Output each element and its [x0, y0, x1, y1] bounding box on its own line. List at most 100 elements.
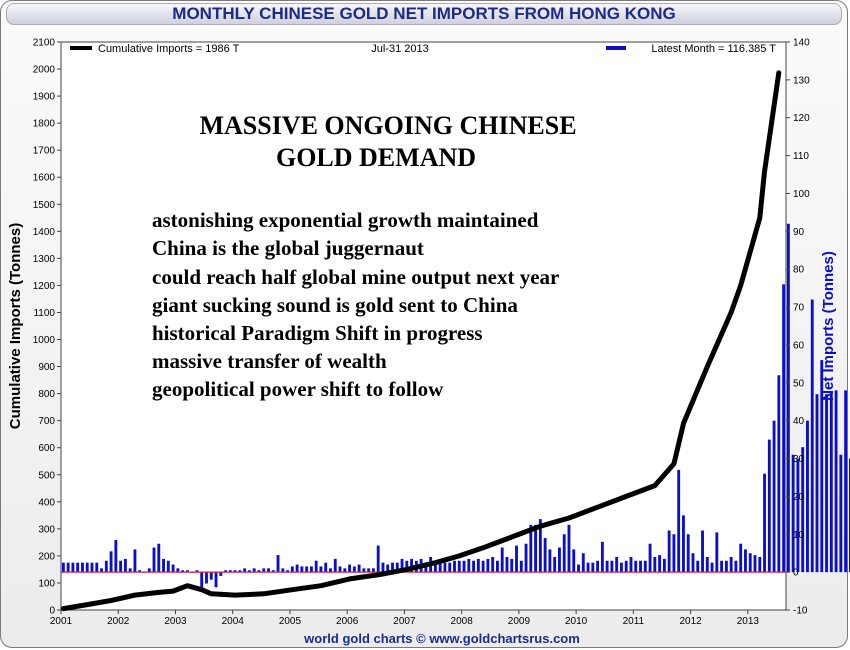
bar — [457, 560, 461, 573]
bar — [238, 570, 242, 573]
bar — [786, 223, 790, 573]
x-tick-label: 2002 — [107, 616, 130, 627]
bar — [252, 568, 256, 573]
note-4: giant sucking sound is gold sent to Chin… — [152, 293, 518, 317]
bar — [658, 555, 662, 573]
bar — [157, 543, 161, 573]
right-axis: -10 0 10 20 30 40 50 60 70 80 90 100 110 120 130 140 — [786, 38, 810, 617]
bar — [734, 560, 738, 573]
chart-title: MONTHLY CHINESE GOLD NET IMPORTS FROM HO… — [6, 3, 842, 25]
bar — [329, 568, 332, 573]
right-tick-label: 80 — [793, 265, 805, 276]
bar — [195, 570, 199, 573]
bar — [815, 394, 819, 573]
left-tick-label: 200 — [38, 551, 55, 562]
bar — [553, 556, 557, 573]
bar — [271, 570, 275, 573]
x-tick-label: 2008 — [451, 616, 474, 627]
bar — [352, 566, 356, 573]
right-tick-label: 140 — [793, 38, 810, 49]
left-tick-label: 2000 — [33, 65, 56, 76]
bar — [357, 564, 361, 573]
bar — [467, 558, 471, 573]
bar — [367, 568, 371, 573]
bar — [147, 568, 151, 573]
bar — [462, 560, 466, 573]
bar — [605, 560, 609, 573]
bar — [562, 534, 566, 573]
bar — [777, 375, 781, 573]
bar — [639, 560, 642, 573]
bar — [128, 568, 132, 573]
legend-date: Jul-31 2013 — [371, 43, 429, 55]
bar — [381, 562, 385, 573]
bar — [572, 549, 576, 573]
bar — [90, 562, 94, 573]
right-tick-label: -10 — [793, 606, 808, 617]
bar — [510, 558, 514, 573]
note-6: massive transfer of wealth — [152, 349, 387, 373]
right-tick-label: 10 — [793, 530, 805, 541]
bar — [686, 534, 690, 573]
left-tick-label: 700 — [38, 416, 55, 427]
bar — [114, 539, 118, 573]
bar — [200, 572, 204, 590]
bar — [100, 568, 103, 573]
bar — [534, 524, 538, 573]
bar — [166, 560, 170, 573]
bar — [410, 558, 413, 573]
bar — [691, 553, 695, 573]
legend-bar-swatch — [606, 46, 626, 50]
bar — [476, 558, 480, 573]
left-axis-title: Cumulative Imports (Tonnes) — [7, 223, 24, 429]
bar — [176, 568, 180, 573]
bar — [343, 568, 347, 573]
bar — [104, 560, 108, 573]
bar — [448, 562, 452, 573]
bar — [820, 360, 824, 573]
bar — [281, 568, 285, 573]
bar — [724, 560, 728, 573]
bar — [515, 545, 518, 573]
bar — [529, 524, 533, 573]
left-tick-label: 600 — [38, 443, 55, 454]
bar — [181, 570, 185, 573]
bar — [782, 284, 786, 573]
note-2: China is the global juggernaut — [152, 236, 424, 260]
bar — [333, 558, 337, 573]
bar — [538, 519, 542, 573]
bar — [634, 560, 638, 573]
bar — [648, 543, 652, 573]
bar — [844, 390, 848, 573]
bar — [496, 560, 499, 573]
bar — [577, 564, 580, 573]
left-tick-label: 1900 — [33, 92, 56, 103]
x-tick-label: 2013 — [737, 616, 760, 627]
bar — [758, 556, 762, 573]
bar — [123, 558, 127, 573]
x-tick-label: 2011 — [623, 616, 645, 627]
right-tick-label: 110 — [793, 151, 809, 162]
note-7: geopolitical power shift to follow — [152, 377, 444, 401]
x-tick-label: 2006 — [336, 616, 359, 627]
left-tick-label: 400 — [38, 497, 55, 508]
legend-left: Cumulative Imports = 1986 T — [98, 43, 240, 55]
bar — [276, 555, 280, 573]
left-tick-label: 100 — [38, 578, 55, 589]
bar — [133, 549, 137, 573]
bar — [653, 556, 657, 573]
bar — [185, 570, 189, 573]
bar — [701, 530, 704, 573]
left-tick-label: 900 — [38, 362, 55, 373]
bar — [720, 560, 724, 573]
bar — [76, 562, 80, 573]
bar — [825, 394, 828, 573]
bar — [486, 558, 490, 573]
bar — [228, 570, 232, 573]
left-tick-label: 1800 — [33, 119, 56, 130]
bar — [791, 454, 795, 573]
bar — [85, 562, 89, 573]
bar — [214, 572, 218, 588]
bar — [772, 420, 776, 573]
